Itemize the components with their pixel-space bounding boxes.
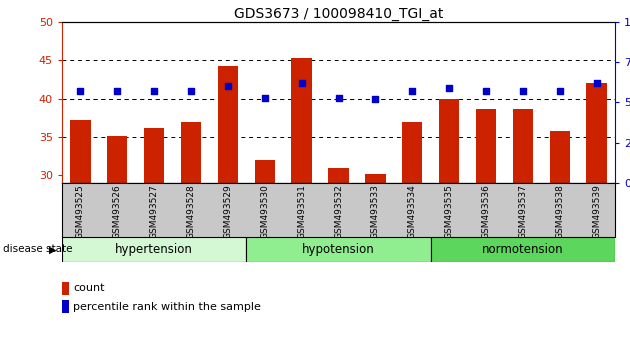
Text: hypertension: hypertension: [115, 243, 193, 256]
Text: GSM493538: GSM493538: [555, 184, 564, 239]
Bar: [365, 174, 386, 183]
Text: GSM493535: GSM493535: [445, 184, 454, 239]
Text: GSM493532: GSM493532: [334, 184, 343, 239]
Text: normotension: normotension: [482, 243, 564, 256]
Point: [444, 85, 454, 91]
Text: GSM493526: GSM493526: [113, 184, 122, 239]
Title: GDS3673 / 100098410_TGI_at: GDS3673 / 100098410_TGI_at: [234, 7, 443, 21]
Point: [592, 80, 602, 86]
Bar: [218, 67, 238, 183]
Text: ▶: ▶: [49, 245, 56, 255]
Bar: [246, 237, 431, 262]
Point: [223, 84, 233, 89]
Text: hypotension: hypotension: [302, 243, 375, 256]
Text: GSM493533: GSM493533: [371, 184, 380, 239]
Text: GSM493525: GSM493525: [76, 184, 85, 239]
Point: [333, 95, 343, 101]
Text: GSM493536: GSM493536: [481, 184, 491, 239]
Point: [481, 88, 491, 94]
Bar: [181, 122, 201, 183]
Text: GSM493527: GSM493527: [150, 184, 159, 239]
Bar: [62, 282, 69, 295]
Bar: [62, 237, 246, 262]
Bar: [62, 300, 69, 313]
Point: [407, 88, 417, 94]
Text: GSM493537: GSM493537: [518, 184, 527, 239]
Point: [518, 88, 528, 94]
Bar: [255, 160, 275, 183]
Text: GSM493528: GSM493528: [186, 184, 195, 239]
Point: [370, 96, 381, 102]
Point: [186, 88, 196, 94]
Text: percentile rank within the sample: percentile rank within the sample: [73, 302, 261, 312]
Bar: [431, 237, 615, 262]
Bar: [144, 128, 164, 183]
Text: GSM493529: GSM493529: [224, 184, 232, 239]
Bar: [587, 83, 607, 183]
Bar: [513, 109, 533, 183]
Bar: [402, 122, 422, 183]
Point: [149, 88, 159, 94]
Text: disease state: disease state: [3, 245, 72, 255]
Bar: [292, 58, 312, 183]
Point: [112, 88, 122, 94]
Point: [76, 88, 86, 94]
Point: [297, 80, 307, 86]
Point: [260, 95, 270, 101]
Bar: [549, 131, 570, 183]
Text: GSM493530: GSM493530: [260, 184, 269, 239]
Bar: [439, 99, 459, 183]
Text: count: count: [73, 283, 105, 293]
Point: [554, 88, 564, 94]
Text: GSM493539: GSM493539: [592, 184, 601, 239]
Bar: [107, 136, 127, 183]
Text: GSM493531: GSM493531: [297, 184, 306, 239]
Bar: [328, 168, 348, 183]
Text: GSM493534: GSM493534: [408, 184, 416, 239]
Bar: [71, 120, 91, 183]
Bar: [476, 109, 496, 183]
